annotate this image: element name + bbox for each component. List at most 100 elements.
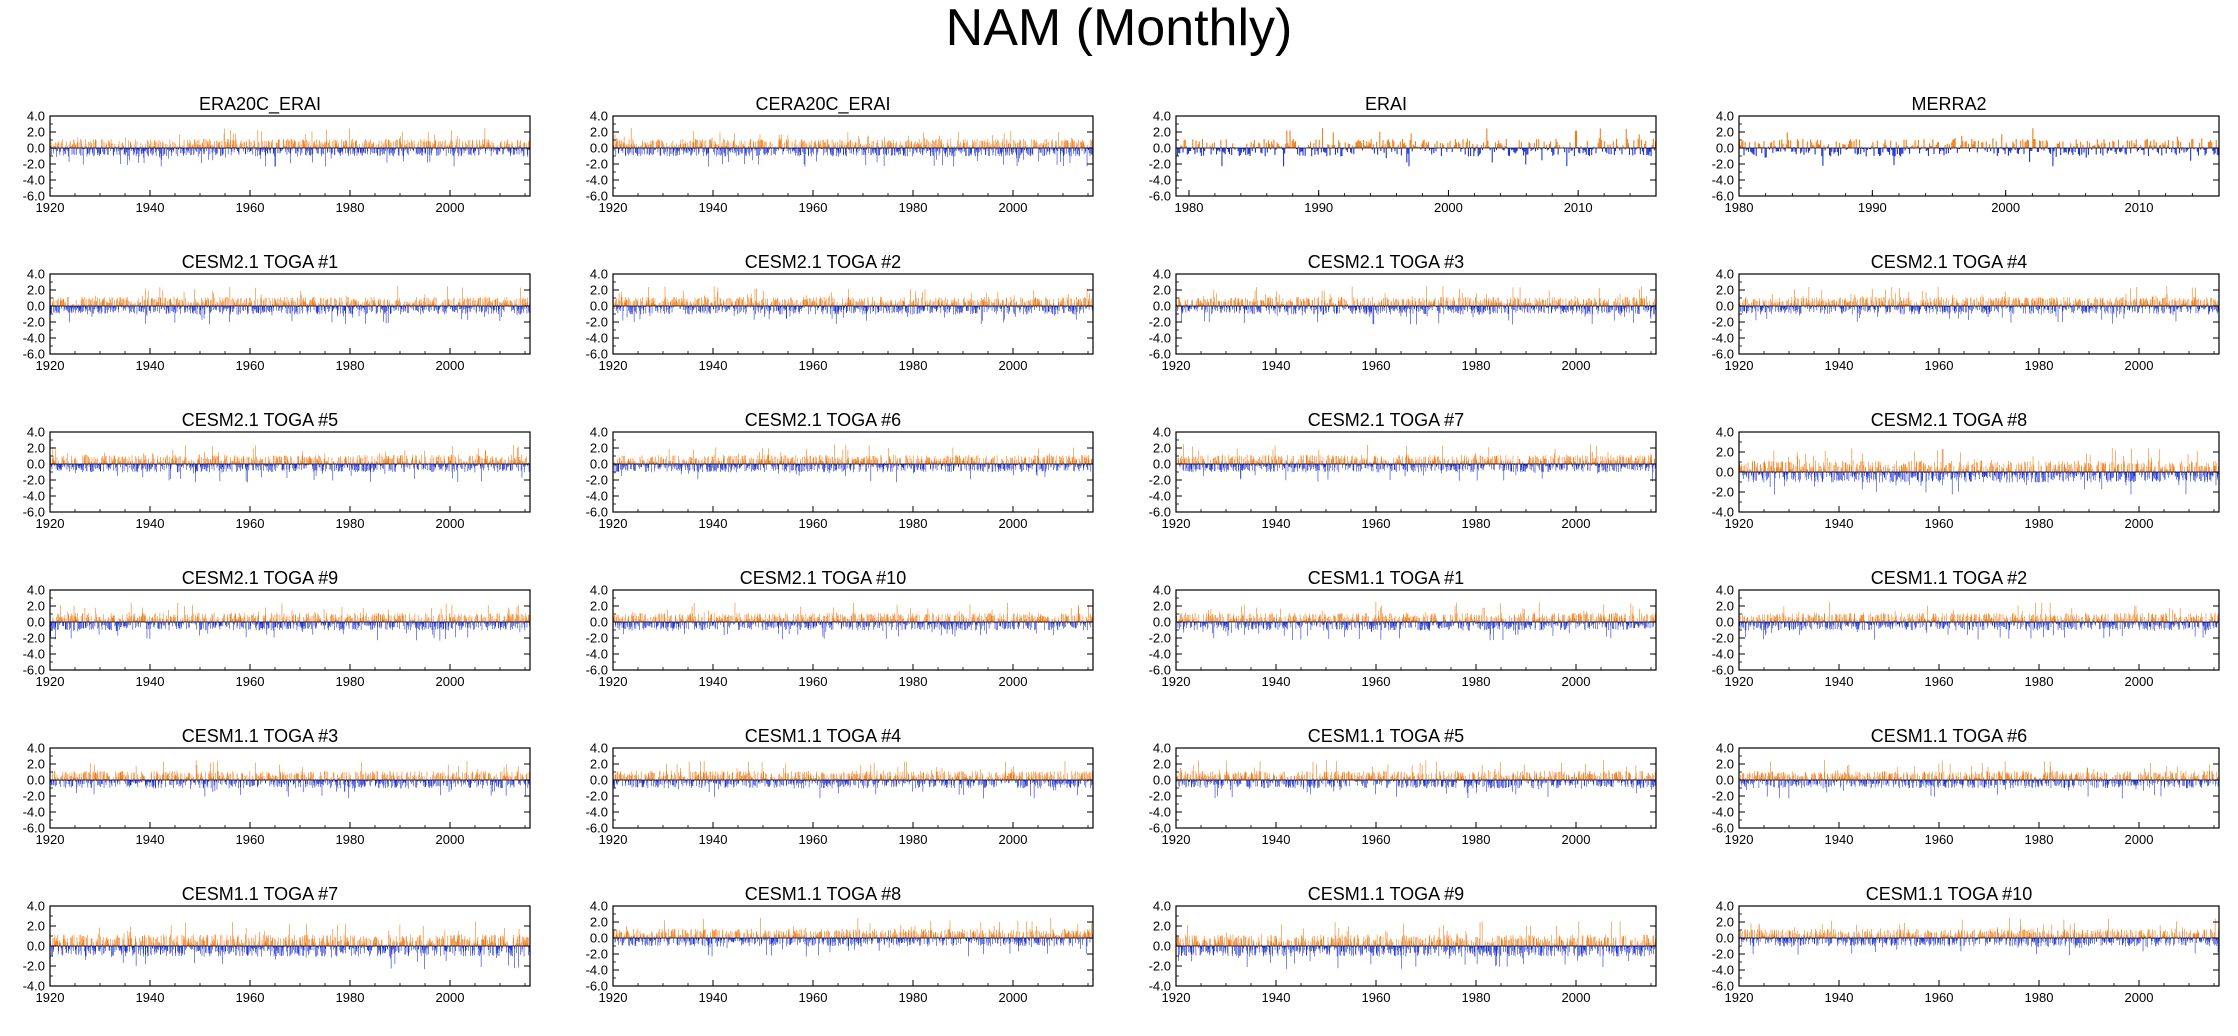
bar-positive — [216, 141, 217, 149]
bar-positive — [1212, 144, 1213, 148]
bar-positive — [473, 298, 474, 306]
bar-positive — [313, 297, 314, 306]
bar-positive — [1853, 141, 1854, 148]
x-tick-label: 1980 — [336, 358, 365, 373]
bar-negative — [337, 148, 338, 152]
bar-negative — [1255, 148, 1256, 153]
bar-positive — [1385, 144, 1386, 148]
bar-positive — [510, 300, 511, 306]
bar-negative — [1900, 148, 1901, 156]
bar-negative — [1026, 148, 1027, 151]
bar-negative — [106, 306, 107, 310]
bar-negative — [73, 148, 74, 154]
bar-positive — [864, 145, 865, 148]
bar-positive — [1264, 139, 1265, 148]
y-tick-label: 4.0 — [590, 109, 608, 124]
bar-positive — [425, 302, 426, 306]
bar-positive — [2199, 143, 2200, 148]
bar-positive — [1065, 139, 1066, 148]
bar-negative — [350, 306, 351, 313]
bar-positive — [158, 144, 159, 148]
bar-negative — [189, 306, 190, 310]
bar-negative — [56, 148, 57, 157]
bar-negative — [150, 148, 151, 153]
bar-negative — [726, 306, 727, 312]
bar-positive — [295, 302, 296, 306]
bar-positive — [1389, 142, 1390, 148]
bar-negative — [1091, 148, 1092, 154]
bar-positive — [428, 141, 429, 148]
bar-positive — [1004, 144, 1005, 148]
bar-negative — [892, 148, 893, 155]
bar-positive — [2097, 139, 2098, 148]
bar-positive — [441, 144, 442, 148]
bar-negative — [116, 306, 117, 309]
bar-positive — [809, 141, 810, 148]
bar-negative — [69, 148, 70, 162]
bar-negative — [735, 306, 736, 311]
bar-positive — [861, 144, 862, 148]
y-tick-label: -4.0 — [23, 331, 45, 346]
bar-positive — [491, 302, 492, 306]
bar-positive — [347, 302, 348, 306]
bar-positive — [157, 302, 158, 306]
bar-positive — [480, 142, 481, 148]
bar-negative — [1326, 148, 1327, 156]
bar-negative — [520, 306, 521, 314]
bar-positive — [741, 141, 742, 148]
bar-negative — [737, 306, 738, 314]
bar-negative — [1351, 148, 1352, 153]
bar-negative — [636, 148, 637, 153]
bar-negative — [741, 148, 742, 154]
bar-negative — [89, 306, 90, 311]
bar-negative — [2083, 148, 2084, 153]
bar-positive — [843, 141, 844, 148]
bar-positive — [2140, 145, 2141, 148]
bar-negative — [632, 306, 633, 314]
bar-negative — [245, 306, 246, 310]
bar-positive — [364, 302, 365, 306]
bar-positive — [287, 297, 288, 306]
bar-positive — [2039, 140, 2040, 148]
bar-positive — [1047, 143, 1048, 148]
bar-positive — [140, 302, 141, 306]
bar-negative — [1330, 148, 1331, 155]
bar-negative — [61, 306, 62, 309]
x-tick-label: 1940 — [136, 358, 165, 373]
bar-negative — [2100, 148, 2101, 154]
bar-negative — [210, 306, 211, 312]
bar-positive — [389, 141, 390, 149]
bar-positive — [480, 297, 481, 306]
bar-negative — [185, 306, 186, 310]
bar-negative — [1022, 148, 1023, 152]
x-tick-label: 1980 — [1175, 200, 1204, 215]
bar-positive — [646, 145, 647, 148]
bar-negative — [423, 148, 424, 156]
bar-negative — [133, 306, 134, 309]
x-tick-label: 1940 — [136, 200, 165, 215]
bar-negative — [398, 306, 399, 311]
bar-negative — [145, 306, 146, 324]
bar-positive — [2136, 139, 2137, 148]
bar-negative — [1217, 148, 1218, 151]
bar-positive — [2082, 144, 2083, 148]
bar-negative — [631, 306, 632, 314]
bar-negative — [1492, 148, 1493, 163]
bar-negative — [993, 148, 994, 153]
bar-positive — [1199, 141, 1200, 148]
bar-positive — [445, 300, 446, 306]
bar-negative — [917, 148, 918, 153]
bar-positive — [334, 139, 335, 148]
bar-negative — [1452, 148, 1453, 152]
bar-positive — [266, 298, 267, 306]
bar-negative — [420, 148, 421, 153]
bar-positive — [2025, 142, 2026, 148]
bar-negative — [2161, 148, 2162, 155]
bar-positive — [1763, 141, 1764, 148]
bar-negative — [1889, 148, 1890, 155]
bar-positive — [169, 299, 170, 306]
bar-positive — [753, 303, 754, 306]
bar-positive — [1450, 141, 1451, 148]
bar-positive — [1486, 128, 1487, 148]
